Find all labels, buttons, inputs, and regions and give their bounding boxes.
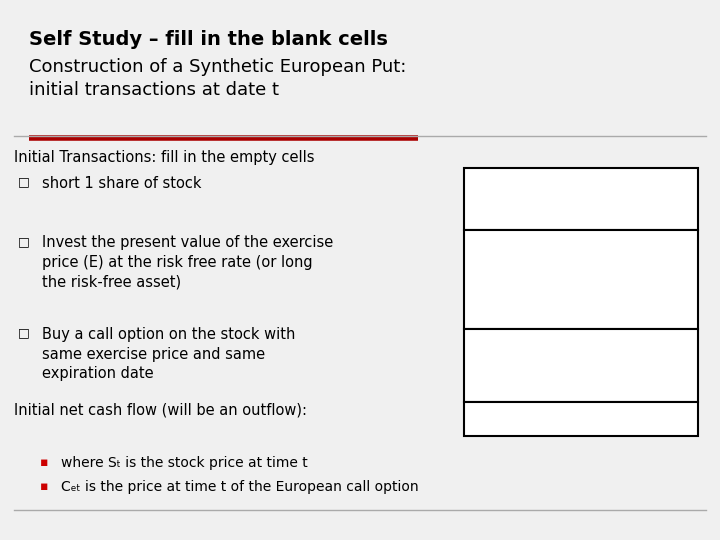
Text: where Sₜ is the stock price at time t: where Sₜ is the stock price at time t [61,456,308,470]
Text: Cₑₜ is the price at time t of the European call option: Cₑₜ is the price at time t of the Europe… [61,480,419,494]
Bar [464,329,698,402]
Text: □: □ [18,327,30,340]
Text: □: □ [18,176,30,188]
Bar [464,230,698,329]
Text: Buy a call option on the stock with
same exercise price and same
expiration date: Buy a call option on the stock with same… [42,327,295,381]
Text: Invest the present value of the exercise
price (E) at the risk free rate (or lon: Invest the present value of the exercise… [42,235,333,289]
Text: ▪: ▪ [40,456,48,469]
Text: Initial Transactions: fill in the empty cells: Initial Transactions: fill in the empty … [14,150,315,165]
Text: Initial net cash flow (will be an outflow):: Initial net cash flow (will be an outflo… [14,402,307,417]
Text: Self Study – fill in the blank cells: Self Study – fill in the blank cells [29,30,387,49]
Text: □: □ [18,235,30,248]
Text: short 1 share of stock: short 1 share of stock [42,176,202,191]
Bar [464,168,698,230]
Text: Construction of a Synthetic European Put:
initial transactions at date t: Construction of a Synthetic European Put… [29,58,406,99]
Text: ▪: ▪ [40,480,48,492]
Bar [464,402,698,436]
